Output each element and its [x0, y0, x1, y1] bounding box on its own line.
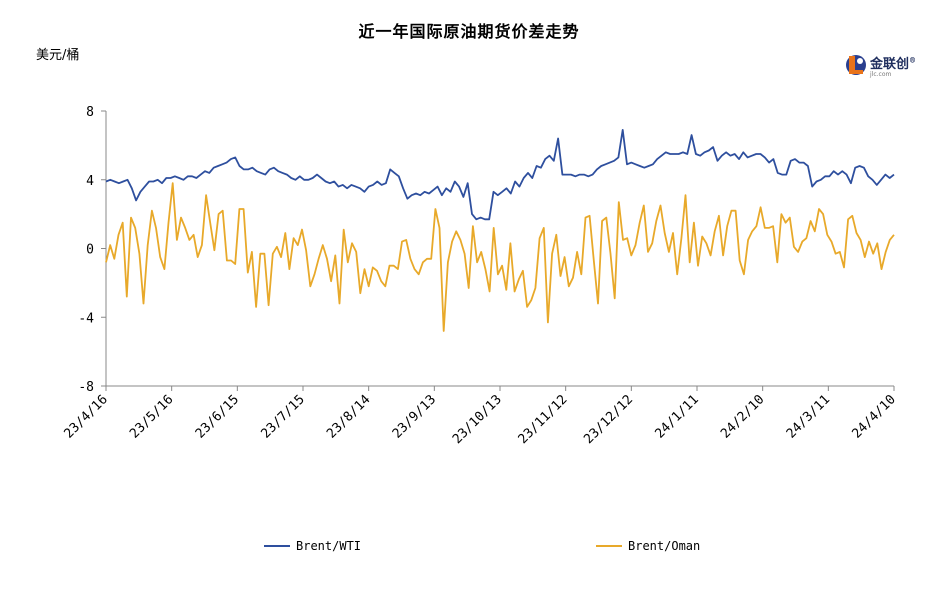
y-tick-label: -8 — [78, 380, 94, 395]
x-tick-label: 23/7/15 — [258, 392, 307, 441]
x-tick-label: 24/4/10 — [849, 392, 898, 441]
x-tick-label: 24/2/10 — [718, 392, 767, 441]
x-tick-label: 24/3/11 — [784, 392, 833, 441]
legend-label-brent-wti: Brent/WTI — [296, 539, 362, 553]
brand-logo-icon — [846, 55, 866, 75]
y-tick-label: 4 — [86, 174, 94, 189]
x-tick-label: 23/8/14 — [324, 392, 373, 441]
x-tick-label: 23/6/15 — [193, 392, 242, 441]
x-tick-label: 23/12/12 — [581, 392, 636, 447]
brand-name: 金联创 — [870, 57, 910, 72]
x-tick-label: 23/4/16 — [61, 392, 110, 441]
x-tick-label: 23/5/16 — [127, 392, 176, 441]
chart-axes — [101, 110, 895, 391]
trademark-mark: ® — [909, 55, 917, 65]
x-tick-label: 23/9/13 — [390, 392, 439, 441]
x-tick-label: 23/11/12 — [516, 392, 571, 447]
legend-label-brent-oman: Brent/Oman — [628, 539, 701, 553]
chart-title: 近一年国际原油期货价差走势 — [358, 22, 580, 41]
y-axis-unit-label: 美元/桶 — [36, 48, 80, 63]
legend-item-brent-wti: Brent/WTI — [264, 538, 361, 554]
y-tick-label: 0 — [86, 243, 94, 258]
x-tick-label: 24/1/11 — [652, 392, 701, 441]
legend-item-brent-oman: Brent/Oman — [596, 538, 700, 554]
axis-labels: 8 4 0 -4 -823/4/16 23/5/16 23/6/15 23/7/15 23/8/… — [61, 105, 898, 447]
legend-swatch-brent-oman — [596, 545, 622, 547]
x-tick-label: 23/10/13 — [450, 392, 505, 447]
brand-logo-text: 金联创® — [870, 53, 916, 72]
legend-swatch-brent-wti — [264, 545, 290, 547]
brand-subtitle: jlc.com — [870, 71, 892, 78]
series-layer — [105, 128, 895, 332]
series-line-brent-oman — [105, 182, 895, 332]
series-line-brent-wti — [105, 128, 895, 221]
y-tick-label: 8 — [86, 105, 94, 120]
y-tick-label: -4 — [78, 311, 94, 326]
